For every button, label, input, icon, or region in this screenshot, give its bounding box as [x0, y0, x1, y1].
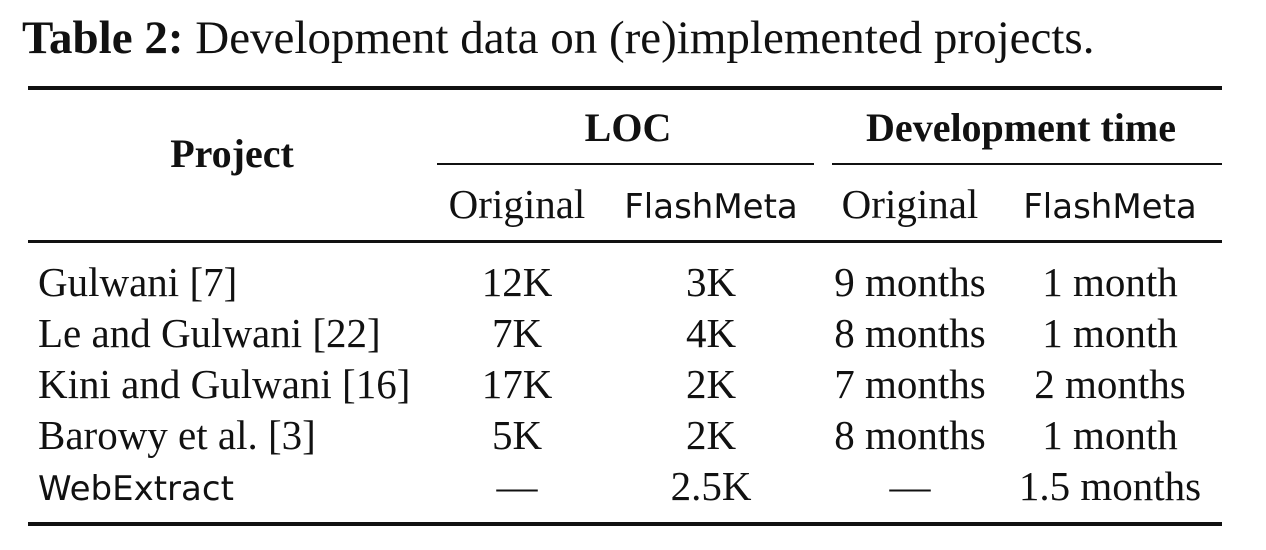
table-row: WebExtract — 2.5K — 1.5 months — [0, 462, 1266, 512]
cell-project: Le and Gulwani [22] — [38, 310, 381, 356]
table-row: Gulwani [7] 12K 3K 9 months 1 month — [0, 258, 1266, 308]
cell-loc-original: 12K — [481, 259, 553, 305]
cell-project: WebExtract — [38, 469, 234, 509]
bottom-rule — [28, 522, 1222, 526]
cell-loc-original: 17K — [481, 361, 553, 407]
cell-time-flashmeta: 1 month — [1042, 259, 1178, 305]
cell-loc-flashmeta: 2K — [685, 412, 737, 458]
table-row: Le and Gulwani [22] 7K 4K 8 months 1 mon… — [0, 309, 1266, 359]
subheader-time-original: Original — [841, 181, 979, 227]
cell-time-original: 8 months — [834, 310, 986, 356]
loc-group-rule — [437, 163, 814, 165]
header-loc: LOC — [584, 105, 672, 150]
cell-loc-flashmeta: 4K — [685, 310, 737, 356]
subheader-loc-original: Original — [448, 181, 586, 227]
cell-time-flashmeta: 1 month — [1042, 412, 1178, 458]
cell-loc-flashmeta: 2.5K — [670, 463, 752, 509]
top-rule — [28, 86, 1222, 90]
cell-project: Kini and Gulwani [16] — [38, 361, 411, 407]
cell-time-flashmeta: 2 months — [1034, 361, 1186, 407]
cell-project: Gulwani [7] — [38, 259, 238, 305]
cell-time-original: — — [889, 463, 931, 509]
caption-text: Development data on (re)implemented proj… — [183, 12, 1095, 64]
caption-label: Table 2: — [22, 12, 184, 64]
cell-time-original: 7 months — [834, 361, 986, 407]
cell-time-flashmeta: 1.5 months — [1018, 463, 1202, 509]
table-row: Barowy et al. [3] 5K 2K 8 months 1 month — [0, 411, 1266, 461]
cell-time-flashmeta: 1 month — [1042, 310, 1178, 356]
cell-time-original: 8 months — [834, 412, 986, 458]
cell-loc-flashmeta: 2K — [685, 361, 737, 407]
header-rule — [28, 240, 1222, 243]
table-row: Kini and Gulwani [16] 17K 2K 7 months 2 … — [0, 360, 1266, 410]
development-time-group-rule — [832, 163, 1222, 165]
cell-time-original: 9 months — [834, 259, 986, 305]
subheader-loc-flashmeta: FlashMeta — [624, 187, 798, 227]
cell-project: Barowy et al. [3] — [38, 412, 316, 458]
header-development-time: Development time — [866, 105, 1176, 150]
cell-loc-original: — — [496, 463, 538, 509]
cell-loc-original: 5K — [491, 412, 543, 458]
cell-loc-flashmeta: 3K — [685, 259, 737, 305]
subheader-time-flashmeta: FlashMeta — [1023, 187, 1197, 227]
header-project: Project — [170, 131, 294, 176]
table-caption: Table 2: Development data on (re)impleme… — [22, 4, 1252, 72]
cell-loc-original: 7K — [491, 310, 543, 356]
